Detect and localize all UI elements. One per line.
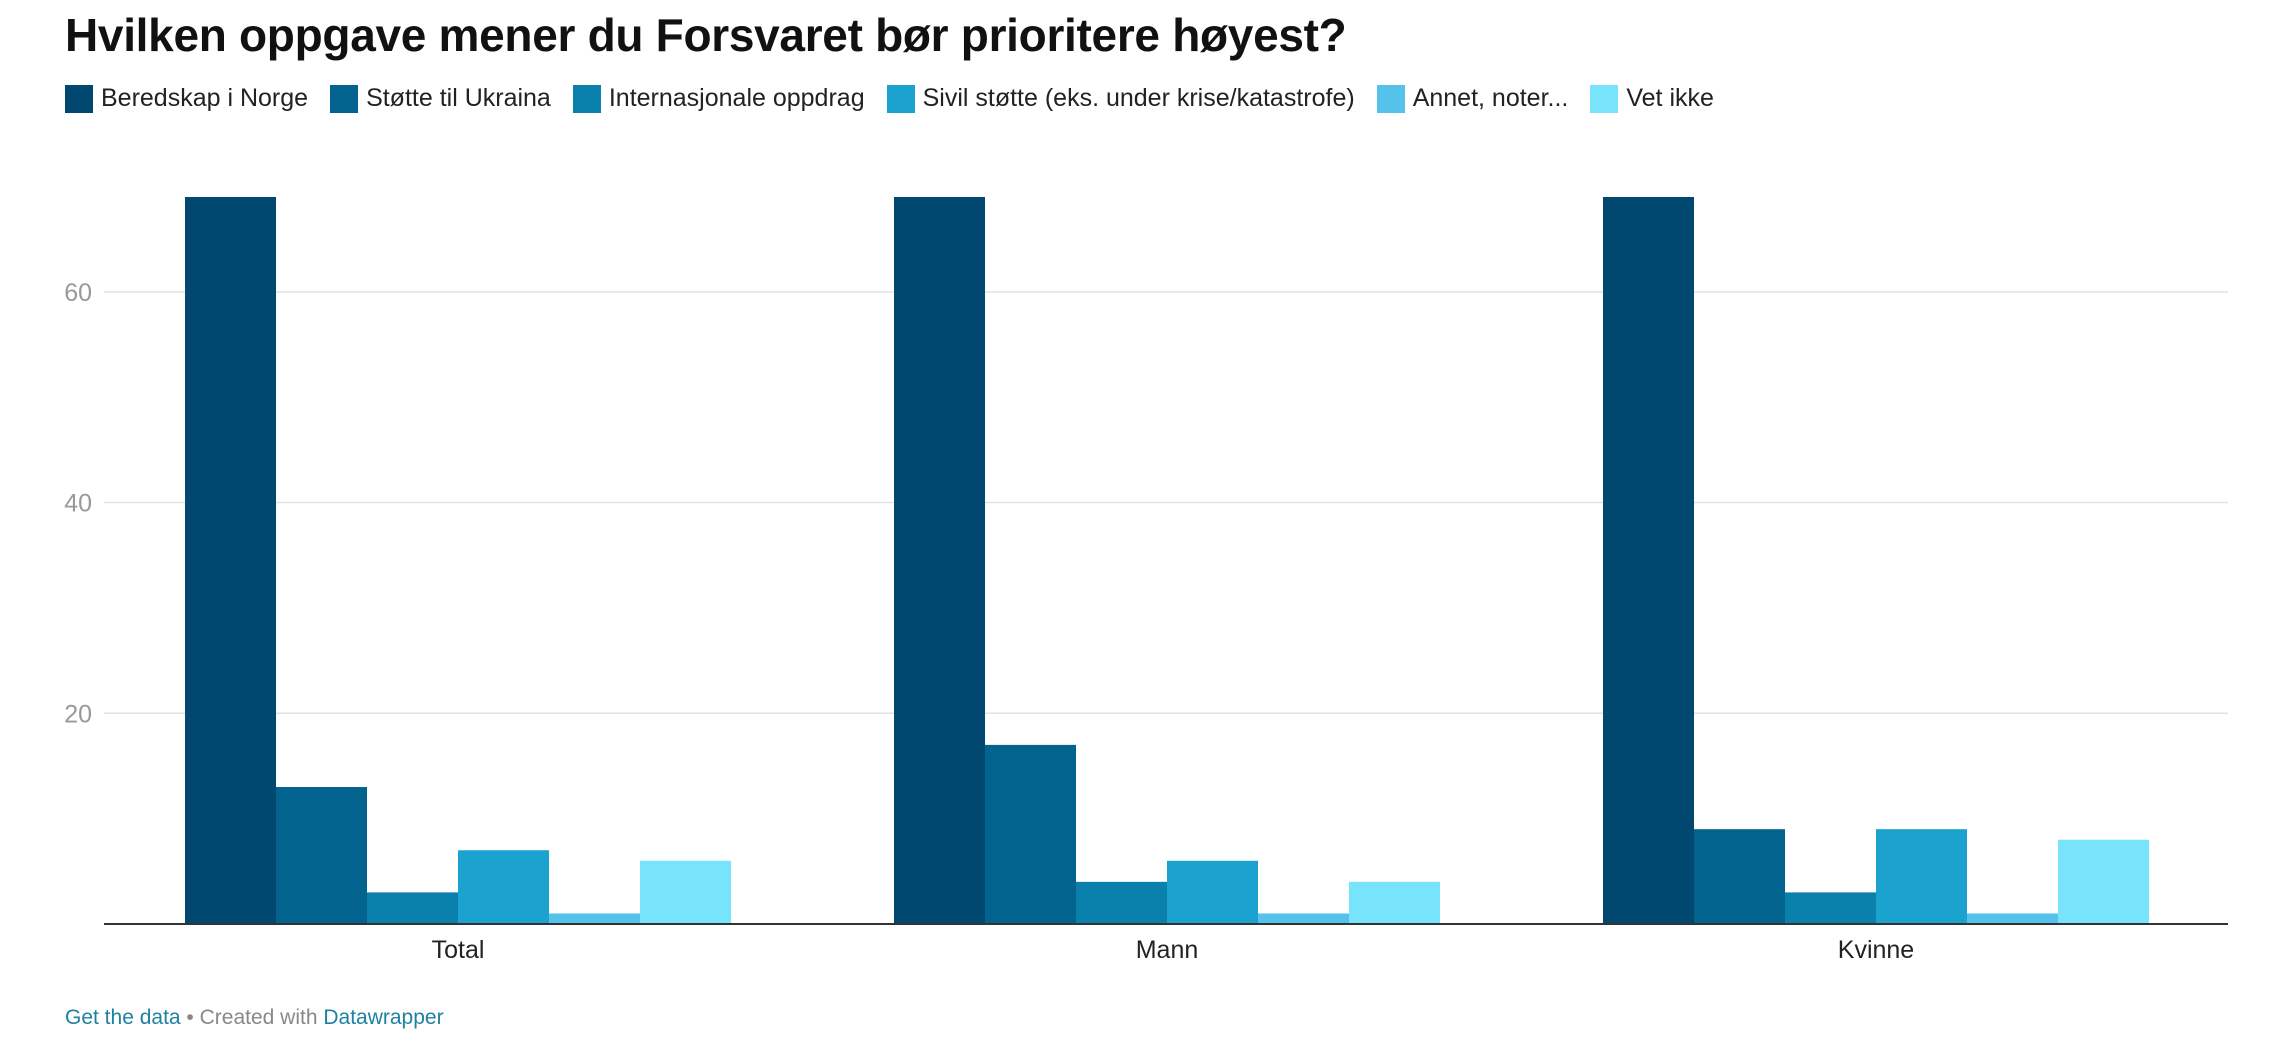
bar xyxy=(1876,829,1967,924)
bar xyxy=(1967,913,2058,924)
bar xyxy=(1349,881,1440,924)
x-category-label: Mann xyxy=(1136,936,1199,964)
bar xyxy=(1167,860,1258,924)
bar xyxy=(640,860,731,924)
bar xyxy=(549,913,640,924)
legend-item: Vet ikke xyxy=(1590,84,1714,113)
legend-swatch xyxy=(1376,84,1405,113)
bar xyxy=(276,787,367,924)
legend-label: Internasjonale oppdrag xyxy=(608,84,865,112)
bar xyxy=(1076,881,1167,924)
legend-swatch xyxy=(1590,84,1619,113)
legend-item: Støtte til Ukraina xyxy=(330,84,551,113)
bar xyxy=(367,892,458,924)
legend-item: Internasjonale oppdrag xyxy=(572,84,865,113)
legend-label: Beredskap i Norge xyxy=(101,84,309,112)
legend-item: Sivil støtte (eks. under krise/katastrof… xyxy=(886,84,1355,113)
footer-credit-text: • Created with xyxy=(180,1006,324,1029)
legend-swatch xyxy=(886,84,915,113)
legend-swatch xyxy=(65,84,93,113)
bar-chart: 20 40 60 Total Mann Kvinne xyxy=(64,197,2228,964)
legend-label: Annet, noter... xyxy=(1412,84,1569,112)
x-category-label: Total xyxy=(432,936,485,964)
bar xyxy=(1258,913,1349,924)
chart-legend: Beredskap i Norge Støtte til Ukraina Inter… xyxy=(65,84,1714,113)
y-tick-label: 60 xyxy=(64,279,92,307)
bar xyxy=(1785,892,1876,924)
bar xyxy=(894,197,985,924)
legend-label: Støtte til Ukraina xyxy=(366,84,551,112)
legend-item: Annet, noter... xyxy=(1376,84,1569,113)
bar xyxy=(1603,197,1694,924)
bar xyxy=(985,744,1076,924)
chart-title: Hvilken oppgave mener du Forsvaret bør p… xyxy=(65,9,1347,61)
bar xyxy=(185,197,276,924)
footer: Get the data • Created with Datawrapper xyxy=(65,1006,444,1030)
bar xyxy=(1694,829,1785,924)
datawrapper-link[interactable]: Datawrapper xyxy=(323,1006,444,1029)
y-tick-label: 40 xyxy=(64,490,92,518)
legend-swatch xyxy=(572,84,601,113)
legend-label: Sivil støtte (eks. under krise/katastrof… xyxy=(922,84,1355,112)
legend-swatch xyxy=(330,84,359,113)
get-data-link[interactable]: Get the data xyxy=(65,1006,181,1029)
legend-item: Beredskap i Norge xyxy=(65,84,308,113)
bar xyxy=(458,850,549,924)
bar xyxy=(2058,839,2149,924)
x-category-label: Kvinne xyxy=(1838,936,1914,964)
legend-label: Vet ikke xyxy=(1626,84,1714,112)
y-tick-label: 20 xyxy=(64,700,92,728)
